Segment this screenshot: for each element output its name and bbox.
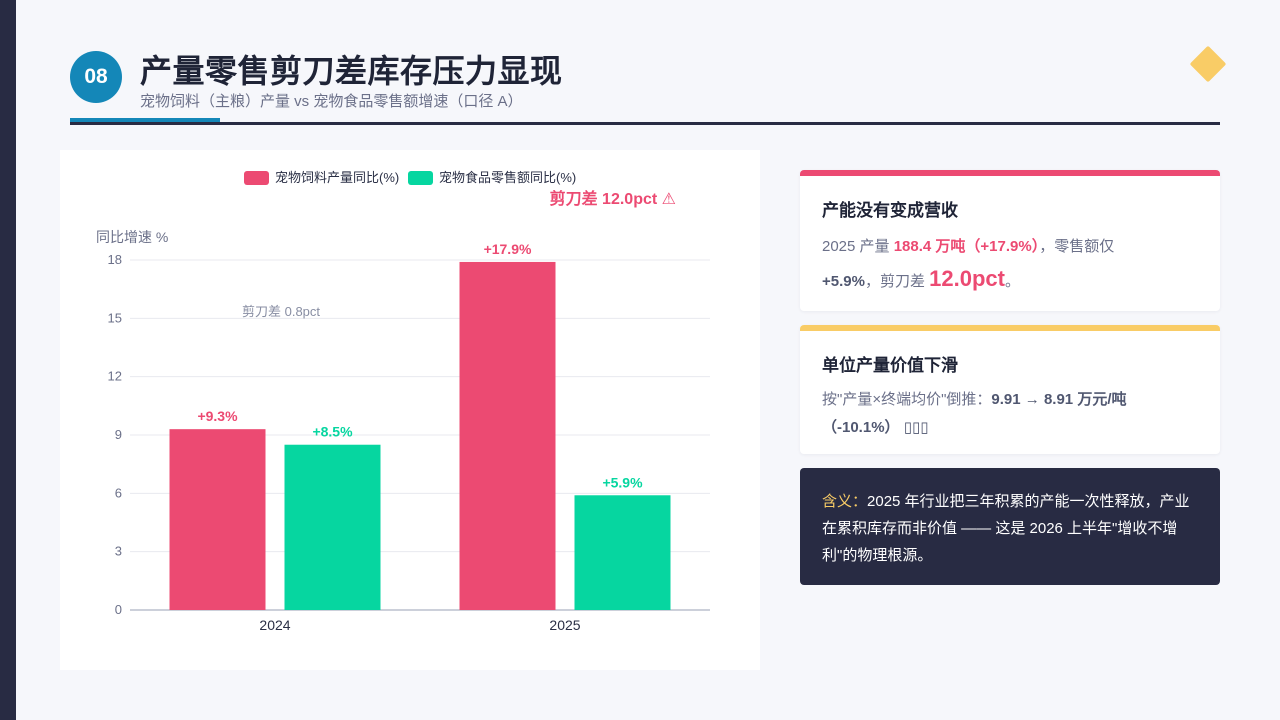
y-tick-label: 18 [108, 252, 122, 267]
y-tick-label: 15 [108, 310, 122, 325]
card-text: 2025 产量 [822, 238, 894, 255]
bar-value-label: +5.9% [602, 474, 643, 490]
card-text: 按"产量×终端均价"倒推： [822, 391, 992, 408]
card-text: 。 [1004, 273, 1020, 290]
page-subtitle: 宠物饲料（主粮）产量 vs 宠物食品零售额增速（口径 A） [140, 93, 523, 110]
note-label: 含义： [822, 493, 868, 510]
gap-annotation-2025: 剪刀差 12.0pct ⚠ [550, 189, 676, 208]
y-tick-label: 6 [115, 485, 122, 500]
bar-production-2024 [169, 429, 266, 610]
card-text: ▯▯▯ [899, 419, 929, 436]
card-top-bar [800, 325, 1220, 331]
x-tick-label: 2024 [259, 617, 290, 633]
legend-label: 宠物饲料产量同比(%) [275, 170, 399, 185]
legend-swatch-retail [408, 171, 433, 185]
card-title: 产能没有变成营收 [822, 201, 958, 220]
note-text: 2025 年行业把三年积累的产能一次性释放，产业在累积库存而非价值 —— 这是 … [822, 493, 1190, 564]
y-tick-label: 3 [115, 544, 122, 559]
page-title: 产量零售剪刀差库存压力显现 [140, 53, 563, 89]
bar-value-label: +9.3% [197, 408, 238, 424]
legend-label: 宠物食品零售额同比(%) [439, 170, 576, 185]
y-tick-label: 9 [115, 427, 122, 442]
header-divider [70, 122, 1220, 125]
insight-card-capacity: 产能没有变成营收 2025 产量 188.4 万吨（+17.9%），零售额仅 +… [800, 170, 1220, 311]
y-axis-label: 同比增速 % [96, 229, 168, 245]
x-tick-label: 2025 [549, 617, 580, 633]
card-top-bar [800, 170, 1220, 176]
y-tick-label: 0 [115, 602, 122, 617]
insight-card-unit-value: 单位产量价值下滑 按"产量×终端均价"倒推：9.91 → 8.91 万元/吨（-… [800, 325, 1220, 454]
card-title: 单位产量价值下滑 [822, 356, 958, 375]
unit-value-change: 9.91 → 8.91 万元/吨（-10.1%） [822, 391, 1127, 436]
legend-swatch-production [244, 171, 269, 185]
section-number: 08 [84, 65, 108, 88]
diamond-decoration-icon [1189, 45, 1227, 83]
bar-chart: 0 3 6 9 12 15 18 同比增速 % +9.3% +8.5% 2024 +17.9% +5.9… [96, 170, 710, 633]
bar-production-2025 [459, 261, 556, 610]
bar-retail-2025 [574, 495, 671, 610]
bar-value-label: +17.9% [484, 241, 532, 257]
header-divider-accent [70, 118, 220, 122]
gap-annotation-2024: 剪刀差 0.8pct [242, 304, 320, 319]
card-text: ，零售额仅 [1039, 238, 1115, 255]
card-text: ，剪刀差 [864, 273, 930, 290]
production-highlight: 188.4 万吨（+17.9%） [893, 238, 1040, 255]
scissors-gap-value: 12.0pct [929, 266, 1005, 291]
card-body: 2025 产量 188.4 万吨（+17.9%），零售额仅 +5.9%，剪刀差 … [822, 231, 1198, 298]
implication-note: 含义：2025 年行业把三年积累的产能一次性释放，产业在累积库存而非价值 —— … [800, 468, 1220, 585]
y-tick-label: 12 [108, 369, 122, 384]
left-accent-bar [0, 0, 16, 720]
chart-panel: 0 3 6 9 12 15 18 同比增速 % +9.3% +8.5% 2024 +17.9% +5.9… [60, 150, 760, 670]
retail-growth-value: +5.9% [822, 273, 865, 290]
section-number-badge: 08 [70, 51, 122, 103]
bar-retail-2024 [284, 444, 381, 610]
card-body: 按"产量×终端均价"倒推：9.91 → 8.91 万元/吨（-10.1%） ▯▯… [822, 386, 1198, 442]
bar-value-label: +8.5% [312, 424, 353, 440]
